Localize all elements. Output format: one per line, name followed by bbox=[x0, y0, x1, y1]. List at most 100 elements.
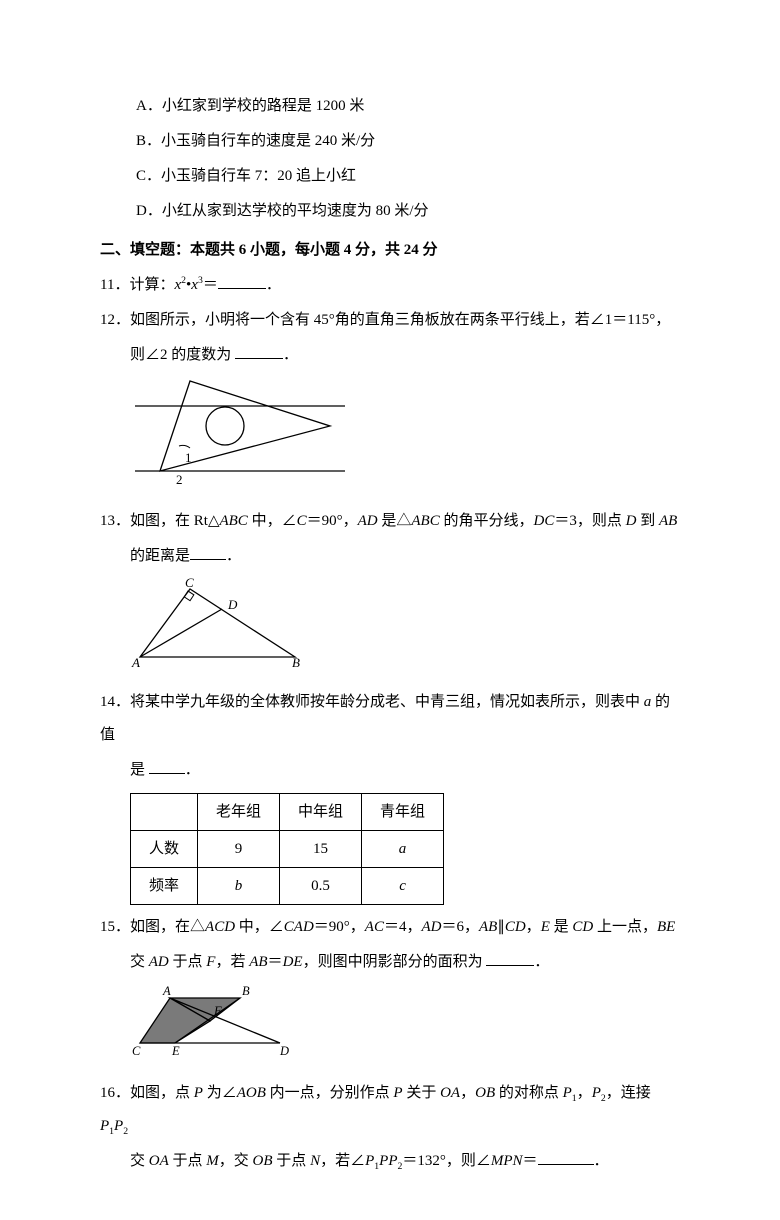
q15-cd2: CD bbox=[572, 919, 593, 935]
q13-l1e: 的角平分线， bbox=[440, 513, 534, 529]
q15-l2a: 交 bbox=[130, 954, 149, 970]
q16-p: P bbox=[194, 1085, 203, 1101]
q16-p1b: P bbox=[100, 1118, 109, 1134]
q13-l1c: ＝90°， bbox=[307, 513, 358, 529]
figure-15: A B F C E D bbox=[130, 983, 680, 1071]
q13-dc: DC bbox=[533, 513, 554, 529]
q13-num: 13． bbox=[100, 513, 130, 529]
td-freq-mid: 0.5 bbox=[280, 868, 362, 905]
td-freq-old: b bbox=[198, 868, 280, 905]
q16-l2e: ，若∠ bbox=[320, 1153, 365, 1169]
q15-ac: AC bbox=[365, 919, 384, 935]
option-d: D．小红从家到达学校的平均速度为 80 米/分 bbox=[100, 195, 680, 228]
q16-p2a: P bbox=[592, 1085, 601, 1101]
table-row: 人数 9 15 a bbox=[131, 831, 444, 868]
q15-ad: AD bbox=[421, 919, 441, 935]
fig13-a: A bbox=[131, 655, 140, 667]
option-a: A．小红家到学校的路程是 1200 米 bbox=[100, 90, 680, 123]
q13-abc1: ABC bbox=[219, 513, 247, 529]
q16-l2d: 于点 bbox=[273, 1153, 311, 1169]
option-b-letter: B． bbox=[136, 125, 161, 158]
q16-oa2: OA bbox=[149, 1153, 169, 1169]
fig13-c: C bbox=[185, 577, 194, 590]
q14-blank[interactable] bbox=[149, 759, 185, 774]
q11-blank[interactable] bbox=[218, 274, 266, 289]
q16-l1f: ，连接 bbox=[606, 1085, 651, 1101]
q13-d: D bbox=[626, 513, 637, 529]
q15-num: 15． bbox=[100, 919, 130, 935]
td-count-label: 人数 bbox=[131, 831, 198, 868]
q16-p1a: P bbox=[563, 1085, 572, 1101]
option-c: C．小玉骑自行车 7：20 追上小红 bbox=[100, 160, 680, 193]
table-row: 老年组 中年组 青年组 bbox=[131, 794, 444, 831]
q16-ob: OB bbox=[475, 1085, 495, 1101]
q16-l1a: 如图，点 bbox=[130, 1085, 194, 1101]
q16-comma1: ， bbox=[460, 1085, 475, 1101]
question-15-line2: 交 AD 于点 F，若 AB＝DE，则图中阴影部分的面积为 ． bbox=[100, 946, 680, 979]
table-14: 老年组 中年组 青年组 人数 9 15 a 频率 b 0.5 c bbox=[130, 793, 444, 905]
fig15-a: A bbox=[162, 984, 171, 998]
q15-l1g: 是 bbox=[550, 919, 573, 935]
q16-l1c: 内一点，分别作点 bbox=[266, 1085, 394, 1101]
option-c-letter: C． bbox=[136, 160, 161, 193]
q13-l1d: 是△ bbox=[378, 513, 412, 529]
q15-cad: CAD bbox=[284, 919, 314, 935]
fig12-label-1: 1 bbox=[185, 450, 192, 465]
q12-line2b: ． bbox=[283, 347, 298, 363]
q11-pre: 计算： bbox=[129, 277, 174, 293]
q11-period: ． bbox=[266, 277, 281, 293]
q16-n: N bbox=[310, 1153, 320, 1169]
option-a-letter: A． bbox=[136, 90, 162, 123]
q15-l1h: 上一点， bbox=[593, 919, 657, 935]
q11-x2: x bbox=[191, 277, 198, 293]
q12-blank[interactable] bbox=[235, 344, 283, 359]
q15-cd: CD bbox=[505, 919, 526, 935]
q14-l1a: 将某中学九年级的全体教师按年龄分成老、中青三组，情况如表所示，则表中 bbox=[130, 694, 644, 710]
q13-l1f: ＝3，则点 bbox=[554, 513, 625, 529]
q16-blank[interactable] bbox=[538, 1150, 594, 1165]
q15-blank[interactable] bbox=[486, 951, 534, 966]
q15-l1e: ＝6， bbox=[441, 919, 479, 935]
q11-eq: ＝ bbox=[203, 277, 218, 293]
fig15-d: D bbox=[279, 1044, 289, 1058]
q16-comma2: ， bbox=[577, 1085, 592, 1101]
q13-l1g: 到 bbox=[636, 513, 659, 529]
q15-ab: AB bbox=[479, 919, 497, 935]
option-c-text: 小玉骑自行车 7：20 追上小红 bbox=[161, 168, 356, 184]
q15-de: DE bbox=[283, 954, 303, 970]
q16-oa: OA bbox=[440, 1085, 460, 1101]
q16-l2f: ＝132°，则∠ bbox=[402, 1153, 491, 1169]
q12-line2a: 则∠2 的度数为 bbox=[130, 347, 235, 363]
q11-num: 11． bbox=[100, 277, 129, 293]
question-16-line2: 交 OA 于点 M，交 OB 于点 N，若∠P1PP2＝132°，则∠MPN＝． bbox=[100, 1145, 680, 1178]
td-count-old: 9 bbox=[198, 831, 280, 868]
fig12-label-2: 2 bbox=[176, 472, 183, 486]
q16-l2c: ，交 bbox=[219, 1153, 253, 1169]
table-row: 频率 b 0.5 c bbox=[131, 868, 444, 905]
fig15-e: E bbox=[171, 1044, 180, 1058]
td-count-young: a bbox=[362, 831, 444, 868]
q16-l2a: 交 bbox=[130, 1153, 149, 1169]
option-b-text: 小玉骑自行车的速度是 240 米/分 bbox=[161, 133, 375, 149]
q16-l2g: ． bbox=[594, 1153, 609, 1169]
q13-c: C bbox=[297, 513, 307, 529]
q16-mpn: MPN bbox=[491, 1153, 523, 1169]
q15-l2e: ． bbox=[534, 954, 549, 970]
q16-aob: AOB bbox=[237, 1085, 266, 1101]
q15-ab2: AB bbox=[249, 954, 267, 970]
q16-l1d: 关于 bbox=[403, 1085, 441, 1101]
q15-be: BE bbox=[657, 919, 675, 935]
q16-ob2: OB bbox=[253, 1153, 273, 1169]
question-16: 16．如图，点 P 为∠AOB 内一点，分别作点 P 关于 OA，OB 的对称点… bbox=[100, 1077, 680, 1143]
question-14: 14．将某中学九年级的全体教师按年龄分成老、中青三组，情况如表所示，则表中 a … bbox=[100, 686, 680, 752]
q16-p1c: P bbox=[365, 1153, 374, 1169]
fig13-b: B bbox=[292, 655, 300, 667]
q15-l1d: ＝4， bbox=[384, 919, 422, 935]
q13-blank[interactable] bbox=[190, 545, 226, 560]
q13-abc2: ABC bbox=[411, 513, 439, 529]
td-freq-young: c bbox=[362, 868, 444, 905]
q15-l1c: ＝90°， bbox=[314, 919, 365, 935]
q13-l1a2: 如图，在 Rt△ bbox=[130, 513, 219, 529]
q16-l1e: 的对称点 bbox=[495, 1085, 563, 1101]
td-count-mid: 15 bbox=[280, 831, 362, 868]
